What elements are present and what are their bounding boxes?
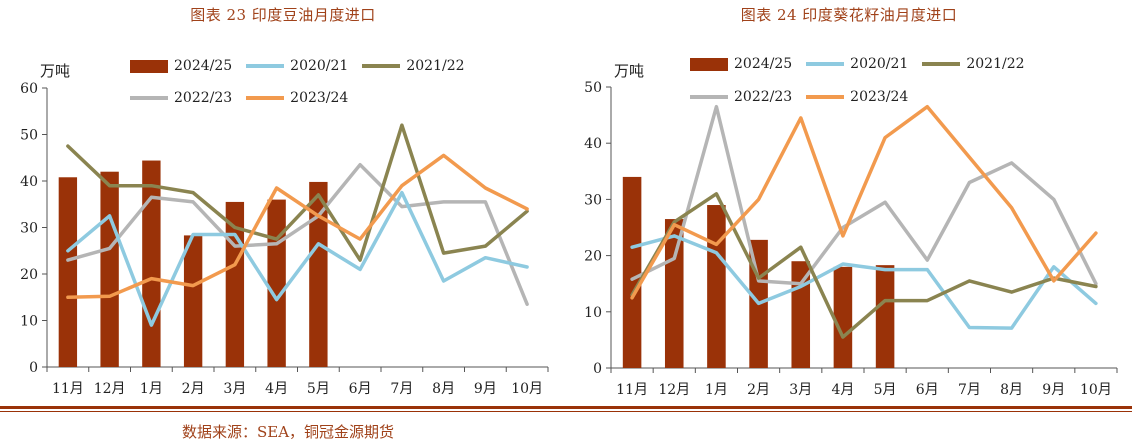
legend-item-2022-23: 2022/23 bbox=[690, 89, 792, 105]
y-tick-label: 40 bbox=[584, 136, 602, 152]
legend-item-2023-24: 2023/24 bbox=[806, 89, 908, 105]
bar-2024-25 bbox=[622, 176, 642, 368]
legend-swatch-line bbox=[362, 64, 401, 68]
y-tick-label: 10 bbox=[20, 314, 38, 330]
bar-2024-25 bbox=[875, 265, 895, 368]
legend-row-2: 2022/23 2023/24 bbox=[690, 89, 922, 105]
legend-swatch-bar bbox=[130, 59, 168, 73]
legend-item-2020-21: 2020/21 bbox=[246, 58, 348, 74]
legend-swatch-line bbox=[806, 62, 845, 66]
y-tick-label: 0 bbox=[29, 360, 38, 376]
y-tick-label: 20 bbox=[20, 267, 38, 283]
x-tick-label: 2月 bbox=[747, 382, 770, 398]
bar-2024-25 bbox=[664, 219, 684, 368]
legend-item-2021-22: 2021/22 bbox=[922, 56, 1025, 72]
source-note: 数据来源：SEA，铜冠金源期货 bbox=[182, 423, 395, 441]
x-tick-label: 3月 bbox=[789, 382, 812, 398]
x-tick-label: 6月 bbox=[349, 381, 372, 397]
y-tick-label: 60 bbox=[20, 81, 38, 97]
y-axis-unit: 万吨 bbox=[614, 62, 645, 80]
x-tick-label: 1月 bbox=[140, 381, 163, 397]
y-tick-label: 10 bbox=[584, 305, 602, 321]
legend-swatch-line bbox=[806, 95, 845, 99]
x-tick-label: 9月 bbox=[1042, 382, 1065, 398]
bar-2024-25 bbox=[142, 160, 161, 367]
x-tick-label: 8月 bbox=[1000, 382, 1023, 398]
legend-row-1: 2024/25 2020/21 2021/22 bbox=[690, 56, 1039, 72]
x-tick-label: 11月 bbox=[616, 382, 648, 398]
y-tick-label: 20 bbox=[584, 249, 602, 265]
chart-title: 图表 24 印度葵花籽油月度进口 bbox=[740, 6, 958, 24]
x-tick-label: 4月 bbox=[831, 382, 854, 398]
x-tick-label: 10月 bbox=[511, 381, 543, 397]
legend-swatch-line bbox=[690, 95, 728, 99]
legend-swatch-line bbox=[246, 96, 285, 100]
legend-row-1: 2024/25 2020/21 2021/22 bbox=[130, 58, 479, 74]
footer-rule-thick bbox=[0, 406, 1132, 409]
legend-row-2: 2022/23 2023/24 bbox=[130, 90, 362, 106]
sunflower-oil-import-chart: 图表 24 印度葵花籽油月度进口 0 10 20 30 40 50 11月 12月 1月 2月 3月… bbox=[566, 0, 1132, 408]
chart-title: 图表 23 印度豆油月度进口 bbox=[190, 6, 376, 24]
legend-item-2022-23: 2022/23 bbox=[130, 90, 232, 106]
x-tick-label: 7月 bbox=[958, 382, 981, 398]
y-tick-label: 30 bbox=[584, 192, 602, 208]
y-tick-label: 0 bbox=[593, 361, 602, 377]
bar-2024-25 bbox=[267, 199, 286, 367]
sunflower-oil-chart-plot: 0 10 20 30 40 50 11月 12月 1月 2月 3月 4月 5月 6月 7月 8月 9月 10月 bbox=[584, 80, 1118, 398]
bar-2024-25 bbox=[707, 205, 726, 368]
bar-2024-25 bbox=[833, 266, 853, 368]
line-series-2021-22 bbox=[630, 192, 1098, 339]
bar-2024-25 bbox=[58, 177, 78, 367]
legend-swatch-bar bbox=[690, 57, 728, 71]
legend-swatch-line bbox=[130, 96, 168, 100]
y-tick-label: 50 bbox=[20, 128, 38, 144]
y-axis-unit: 万吨 bbox=[40, 62, 71, 80]
x-tick-label: 12月 bbox=[94, 381, 126, 397]
legend-item-2023-24: 2023/24 bbox=[246, 90, 348, 106]
legend-item-2021-22: 2021/22 bbox=[362, 58, 465, 74]
legend-swatch-line bbox=[246, 64, 285, 68]
y-tick-label: 40 bbox=[20, 174, 38, 190]
x-tick-label: 12月 bbox=[658, 382, 690, 398]
line-series-2020-21 bbox=[630, 234, 1098, 330]
line-series-2022-23 bbox=[66, 162, 529, 306]
x-tick-label: 1月 bbox=[705, 382, 728, 398]
x-tick-label: 2月 bbox=[182, 381, 205, 397]
x-tick-label: 7月 bbox=[390, 381, 413, 397]
line-series-2022-23 bbox=[630, 104, 1098, 286]
x-tick-label: 10月 bbox=[1080, 382, 1112, 398]
y-tick-label: 50 bbox=[584, 80, 602, 96]
x-tick-label: 5月 bbox=[307, 381, 330, 397]
x-tick-label: 5月 bbox=[874, 382, 897, 398]
line-series-2023-24 bbox=[66, 153, 529, 300]
x-tick-label: 6月 bbox=[916, 382, 939, 398]
legend-item-2020-21: 2020/21 bbox=[806, 56, 908, 72]
legend-item-2024-25: 2024/25 bbox=[690, 56, 792, 72]
y-tick-label: 30 bbox=[20, 221, 38, 237]
soybean-oil-chart-plot: 0 10 20 30 40 50 60 11月 12月 1月 2月 3月 4月 5月 6月 7月 8月 9月 10月 bbox=[20, 81, 549, 397]
bar-2024-25 bbox=[100, 171, 119, 367]
bar-2024-25 bbox=[309, 181, 328, 367]
x-tick-label: 9月 bbox=[474, 381, 497, 397]
soybean-oil-import-chart: 图表 23 印度豆油月度进口 0 10 20 30 40 50 60 11月 12月 1月 2月 3月… bbox=[0, 0, 566, 408]
x-tick-label: 11月 bbox=[52, 381, 84, 397]
line-series-2020-21 bbox=[66, 190, 529, 327]
footer-rule-thin bbox=[0, 411, 1132, 412]
x-tick-label: 4月 bbox=[265, 381, 288, 397]
line-series-2021-22 bbox=[66, 123, 529, 262]
legend-item-2024-25: 2024/25 bbox=[130, 58, 232, 74]
line-series-2023-24 bbox=[630, 104, 1098, 300]
legend-swatch-line bbox=[922, 62, 961, 66]
x-tick-label: 8月 bbox=[432, 381, 455, 397]
x-tick-label: 3月 bbox=[223, 381, 246, 397]
bar-2024-25 bbox=[183, 235, 203, 367]
